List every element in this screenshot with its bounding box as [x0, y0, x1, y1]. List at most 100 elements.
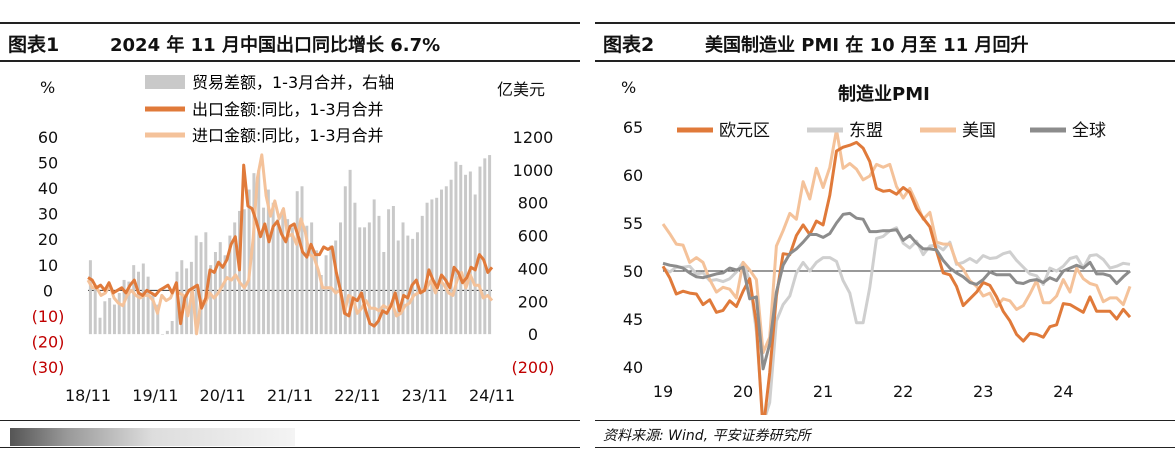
balance-bar [88, 260, 92, 335]
balance-bar [406, 235, 410, 335]
balance-bar [247, 189, 251, 335]
x-axis-tick: 20/11 [200, 386, 246, 405]
balance-bar [281, 209, 285, 335]
pmi-x-tick: 24 [1053, 382, 1073, 401]
pmi-y-tick: 45 [623, 310, 643, 329]
balance-bar [473, 194, 477, 335]
figure-2-source: 资料来源: Wind, 平安证券研究所 [603, 428, 811, 444]
legend-label-export: 出口金额:同比，1-3月合并 [192, 100, 384, 119]
balance-bar [435, 197, 439, 335]
balance-bar [146, 276, 150, 335]
balance-bar [132, 265, 136, 335]
balance-bar [141, 263, 145, 335]
balance-bar [401, 222, 405, 335]
pmi-chart-title: 制造业PMI [838, 83, 930, 105]
balance-bar [440, 189, 443, 335]
balance-bar [372, 199, 376, 335]
balance-bar [151, 293, 155, 335]
chart-2-legend: 欧元区 东盟 美国 全球 [677, 121, 1106, 141]
balance-bar [348, 169, 352, 335]
balance-bar [339, 222, 342, 335]
right-axis-tick: (200) [511, 358, 554, 377]
pmi-y-tick: 50 [623, 262, 643, 281]
balance-bar [444, 186, 448, 335]
right-axis-ticks: 1200 1000 800 600 400 200 0 (200) [511, 128, 554, 377]
right-axis-tick: 600 [518, 227, 549, 246]
legend-label-import: 进口金额:同比，1-3月合并 [192, 126, 384, 145]
balance-bar [478, 166, 482, 335]
balance-bar [387, 209, 391, 335]
x-axis-tick: 23/11 [402, 386, 448, 405]
balance-bar [488, 155, 492, 335]
pmi-y-tick: 40 [623, 358, 643, 377]
balance-bar [425, 202, 429, 335]
pmi-x-tick: 20 [733, 382, 753, 401]
right-axis-tick: 1200 [513, 128, 554, 147]
balance-bar [93, 284, 97, 335]
balance-bar [454, 161, 458, 335]
balance-bars [88, 155, 492, 335]
balance-bar [112, 304, 116, 335]
balance-bar [271, 202, 275, 335]
balance-bar [464, 174, 468, 335]
figure-2-title: 美国制造业 PMI 在 10 月至 11 月回升 [705, 35, 1029, 56]
balance-bar [363, 227, 367, 335]
figure-1-header: 图表1 2024 年 11 月中国出口同比增长 6.7% [0, 22, 580, 62]
balance-bar [185, 268, 189, 335]
figure-2-footer: 资料来源: Wind, 平安证券研究所 [595, 420, 1175, 448]
balance-bar [353, 202, 357, 335]
global-pmi-line [662, 211, 1131, 371]
legend-label-balance: 贸易差额，1-3月合并，右轴 [192, 73, 394, 92]
pmi-x-ticks: 19 20 21 22 23 24 [653, 382, 1074, 401]
balance-bar [238, 210, 241, 335]
balance-bar [228, 235, 232, 335]
pmi-legend-label: 全球 [1072, 121, 1106, 141]
balance-bar [483, 158, 487, 335]
yoy-lines [86, 153, 494, 336]
balance-bar [165, 330, 169, 335]
balance-bar [343, 186, 347, 335]
left-axis-tick: 20 [38, 230, 58, 249]
balance-bar [170, 321, 174, 335]
balance-bar [358, 227, 362, 335]
balance-bar [156, 304, 160, 335]
balance-bar [266, 189, 270, 335]
balance-bar [391, 206, 395, 335]
trade-chart: % 亿美元 60 50 40 30 20 10 0 (10) (20) (30) 1200 1000… [32, 73, 555, 405]
balance-bar [290, 227, 294, 335]
balance-bar [257, 169, 261, 335]
balance-bar [252, 173, 256, 335]
figure-2-label: 图表2 [603, 34, 655, 56]
figure-2-panel: 图表2 美国制造业 PMI 在 10 月至 11 月回升 % 制造业PMI 65… [595, 0, 1175, 470]
figure-2-header: 图表2 美国制造业 PMI 在 10 月至 11 月回升 [595, 22, 1175, 62]
left-axis-tick: (20) [32, 332, 65, 351]
left-axis-tick: (10) [32, 307, 65, 326]
balance-bar [314, 250, 318, 335]
balance-bar [324, 255, 328, 335]
x-axis-tick: 19/11 [132, 386, 178, 405]
balance-bar [449, 179, 453, 335]
balance-bar [122, 279, 126, 335]
balance-bar [161, 334, 165, 335]
pmi-x-tick: 19 [653, 382, 673, 401]
us-pmi-line [661, 128, 1132, 355]
balance-bar [334, 240, 338, 335]
x-axis-tick: 24/11 [469, 386, 515, 405]
legend-swatch-balance [145, 75, 185, 89]
balance-bar [276, 219, 280, 335]
balance-bar [377, 215, 381, 335]
pmi-legend-label: 美国 [962, 121, 996, 141]
balance-bar [223, 255, 227, 335]
pmi-y-ticks: 65 60 55 50 45 40 [623, 118, 643, 377]
balance-bar [262, 207, 266, 335]
x-axis-tick: 21/11 [267, 386, 313, 405]
balance-bar [305, 225, 309, 335]
asean-pmi-line [662, 226, 1131, 415]
pmi-lines [661, 128, 1132, 415]
right-axis-tick: 0 [528, 325, 538, 344]
balance-bar [209, 265, 213, 335]
balance-bar [295, 191, 299, 335]
balance-bar [300, 186, 304, 335]
balance-bar [420, 215, 424, 335]
figure-1-panel: 图表1 2024 年 11 月中国出口同比增长 6.7% % 亿美元 60 50 4… [0, 0, 580, 470]
